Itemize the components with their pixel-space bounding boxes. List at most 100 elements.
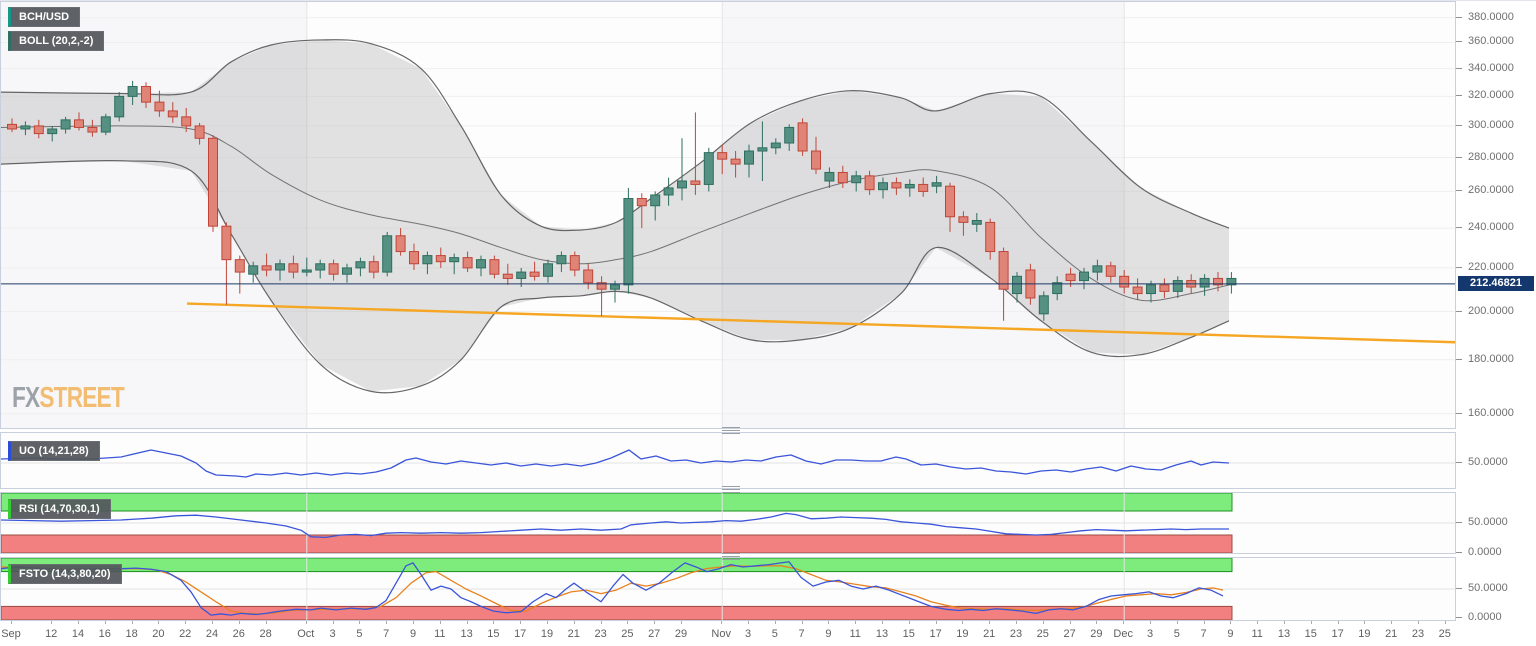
axis-label: 240.0000: [1468, 221, 1514, 233]
time-tick: [1203, 621, 1205, 624]
time-label: 25: [1036, 628, 1049, 640]
candle-body: [248, 265, 259, 275]
time-label: 23: [1411, 628, 1425, 640]
current-price-badge: 212.46821: [1458, 276, 1534, 291]
time-tick: [238, 621, 240, 624]
overbought-zone: [1, 558, 1233, 573]
candle-body: [435, 255, 446, 263]
bollinger-lower-line: [1, 159, 1230, 394]
panel-resize-grip-icon[interactable]: [722, 553, 740, 561]
time-tick: [212, 621, 213, 624]
axis-label: 0.0000: [1468, 546, 1502, 558]
time-label: 11: [1251, 628, 1263, 640]
candle-body: [194, 125, 205, 139]
time-label: 15: [1304, 628, 1317, 640]
candle-body: [744, 150, 754, 165]
axis-label: 0.0000: [1468, 611, 1502, 623]
time-tick: [1418, 621, 1419, 624]
axis-tick: [1456, 41, 1462, 42]
axis-tick: [1456, 552, 1462, 553]
candle-body: [918, 183, 929, 192]
candle-body: [1052, 282, 1063, 295]
time-tick: [989, 621, 991, 624]
candle-body: [811, 150, 821, 170]
axis-tick: [1456, 68, 1462, 69]
time-axis[interactable]: Sep 12 14 16 18 20 22 24 26 28 Oct 3 5 7 9 11 13 15 17 19 21…: [0, 621, 1536, 646]
time-tick: [1016, 621, 1017, 624]
uo-canvas[interactable]: [1, 433, 1455, 488]
time-tick: [882, 621, 883, 624]
fsto-panel[interactable]: [0, 557, 1456, 621]
candle-body: [1159, 284, 1170, 292]
boll-indicator-label[interactable]: BOLL (20,2,-2): [8, 31, 105, 51]
time-tick: [439, 621, 441, 624]
time-tick: [493, 621, 495, 624]
time-tick: [1284, 621, 1285, 624]
axis-tick: [1456, 190, 1462, 191]
time-tick: [855, 621, 857, 624]
price-axis[interactable]: 212.46821 380.0000 360.0000 340.0000 320.00…: [1456, 1, 1536, 623]
time-tick: [1337, 621, 1339, 624]
time-tick: [627, 621, 629, 624]
time-label: 7: [1200, 628, 1207, 640]
time-label: 23: [594, 628, 607, 640]
axis-tick: [1456, 17, 1462, 18]
time-label: 11: [434, 628, 446, 640]
candle-body: [1213, 277, 1223, 286]
candle-body: [47, 128, 58, 135]
rsi-panel[interactable]: [0, 492, 1456, 554]
time-tick: [1444, 621, 1446, 624]
time-label: 3: [329, 628, 336, 640]
candle-body: [1065, 273, 1076, 282]
uo-panel[interactable]: [0, 432, 1456, 489]
time-label: 26: [232, 628, 245, 640]
candle-body: [757, 147, 768, 152]
time-tick: [11, 621, 12, 624]
time-tick: [962, 621, 964, 624]
rsi-indicator-label[interactable]: RSI (14,70,30,1): [8, 499, 111, 519]
candle-body: [1199, 277, 1210, 288]
panel-resize-grip-icon[interactable]: [722, 427, 740, 435]
candle-body: [650, 194, 661, 207]
time-tick: [51, 621, 53, 624]
fsto-canvas[interactable]: [1, 558, 1455, 620]
candle-body: [623, 198, 634, 286]
candle-body: [422, 255, 433, 265]
candle-body: [596, 282, 607, 290]
candle-body: [784, 126, 795, 144]
price-chart-canvas[interactable]: [1, 2, 1455, 428]
candle-body: [1079, 271, 1089, 282]
candle-body: [275, 263, 285, 271]
uo-indicator-label[interactable]: UO (14,21,28): [8, 441, 100, 461]
panel-resize-grip-icon[interactable]: [722, 486, 740, 494]
time-label: 5: [356, 628, 363, 640]
candle-body: [690, 180, 701, 185]
time-label: 19: [956, 628, 969, 640]
candle-body: [837, 171, 848, 184]
time-tick: [721, 621, 723, 624]
bollinger-band-area: [1, 39, 1229, 392]
main-chart-panel[interactable]: [0, 1, 1456, 429]
axis-tick: [1456, 617, 1462, 618]
rsi-canvas[interactable]: [1, 493, 1455, 553]
axis-label: 260.0000: [1468, 184, 1514, 196]
time-label: Sep: [1, 628, 21, 640]
time-label: 21: [1385, 628, 1398, 640]
time-tick: [1230, 621, 1232, 624]
fxstreet-street: STREET: [39, 382, 124, 414]
time-label: 20: [152, 628, 165, 640]
fsto-indicator-label[interactable]: FSTO (14,3,80,20): [8, 564, 122, 584]
time-label: 5: [1173, 628, 1180, 640]
axis-label: 50.0000: [1468, 582, 1508, 594]
symbol-label[interactable]: BCH/USD: [8, 7, 81, 27]
candle-body: [945, 185, 955, 218]
candle-body: [958, 216, 969, 223]
time-label: 7: [383, 628, 390, 640]
time-tick: [1257, 621, 1259, 624]
candle-body: [1146, 284, 1156, 295]
candle-body: [998, 251, 1009, 290]
axis-label: 180.0000: [1468, 353, 1514, 365]
time-label: 17: [1331, 628, 1344, 640]
time-tick: [547, 621, 548, 624]
